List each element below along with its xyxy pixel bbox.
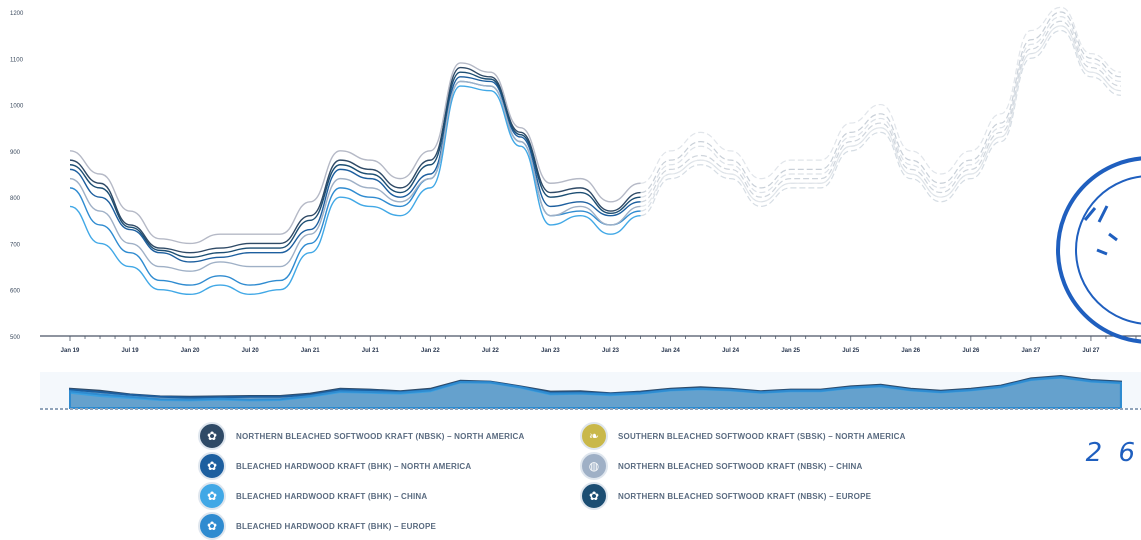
range-navigator[interactable]: [40, 372, 1141, 410]
stamp-handwriting: 2 6: [1085, 438, 1139, 468]
stamp-marks: [1083, 205, 1118, 256]
legend-label: NORTHERN BLEACHED SOFTWOOD KRAFT (NBSK) …: [236, 431, 525, 441]
leaf-icon: ❧: [580, 422, 608, 450]
series-forecast-line: [640, 6, 1122, 184]
tree-icon: ✿: [198, 482, 226, 510]
x-tick-label: Jul 26: [962, 348, 980, 354]
y-tick-label: 500: [10, 335, 21, 341]
tree-icon: ✿: [198, 512, 226, 540]
x-tick-label: Jan 25: [781, 348, 800, 354]
navigator-series: [69, 376, 1122, 409]
series-forecast-line: [640, 16, 1122, 198]
plot-area: [69, 6, 1122, 296]
x-tick-label: Jul 24: [722, 348, 740, 354]
x-tick-label: Jul 23: [602, 348, 620, 354]
globe-icon: ◍: [580, 452, 608, 480]
series-forecast-line: [640, 29, 1122, 217]
tree-icon: ✿: [198, 422, 226, 450]
x-axis: Jan 19 Jul 19 Jan 20 Jul 20 Jan 21 Jul 21 Jan …: [40, 335, 1141, 354]
y-tick-label: 1000: [10, 104, 24, 110]
legend-label: BLEACHED HARDWOOD KRAFT (BHK) – NORTH AM…: [236, 461, 472, 471]
stamp-inner-ring: [1075, 175, 1141, 325]
legend-label: NORTHERN BLEACHED SOFTWOOD KRAFT (NBSK) …: [618, 491, 872, 501]
y-tick-label: 800: [10, 196, 21, 202]
stamp-outer-ring: [1056, 156, 1141, 344]
tree-icon: ✿: [580, 482, 608, 510]
series-line: [69, 80, 641, 272]
legend-item-nbsk-china[interactable]: ◍ NORTHERN BLEACHED SOFTWOOD KRAFT (NBSK…: [580, 452, 863, 480]
tree-icon: ✿: [198, 452, 226, 480]
y-tick-label: 600: [10, 289, 21, 295]
x-tick-label: Jan 21: [301, 348, 320, 354]
series-forecast-line: [640, 11, 1122, 194]
x-tick-label: Jul 25: [842, 348, 860, 354]
legend-item-bhk-north-america[interactable]: ✿ BLEACHED HARDWOOD KRAFT (BHK) – NORTH …: [198, 452, 471, 480]
legend-label: BLEACHED HARDWOOD KRAFT (BHK) – CHINA: [236, 491, 428, 501]
seal-stamp: [1056, 156, 1141, 344]
x-tick-label: Jan 24: [661, 348, 680, 354]
legend-item-bhk-europe[interactable]: ✿ BLEACHED HARDWOOD KRAFT (BHK) – EUROPE: [198, 512, 436, 540]
y-tick-label: 900: [10, 150, 21, 156]
series-forecast-line: [640, 25, 1122, 207]
series-line: [69, 66, 641, 254]
x-tick-label: Jul 22: [482, 348, 500, 354]
x-tick-label: Jan 20: [181, 348, 200, 354]
y-tick-label: 1100: [10, 57, 24, 63]
legend-item-bhk-china[interactable]: ✿ BLEACHED HARDWOOD KRAFT (BHK) – CHINA: [198, 482, 427, 510]
legend-label: BLEACHED HARDWOOD KRAFT (BHK) – EUROPE: [236, 521, 437, 531]
legend-item-nbsk-europe[interactable]: ✿ NORTHERN BLEACHED SOFTWOOD KRAFT (NBSK…: [580, 482, 871, 510]
y-tick-label: 1200: [10, 11, 24, 17]
legend-label: SOUTHERN BLEACHED SOFTWOOD KRAFT (SBSK) …: [618, 431, 906, 441]
x-tick-label: Jan 23: [541, 348, 560, 354]
series-line: [69, 71, 641, 259]
legend-item-sbsk-north-america[interactable]: ❧ SOUTHERN BLEACHED SOFTWOOD KRAFT (SBSK…: [580, 422, 906, 450]
y-axis-ticks: 500 600 700 800 900 1000 1100 1200: [10, 11, 24, 341]
x-tick-label: Jul 21: [362, 348, 380, 354]
x-tick-label: Jan 22: [421, 348, 440, 354]
x-tick-label: Jul 20: [242, 348, 260, 354]
x-tick-label: Jul 27: [1082, 348, 1100, 354]
series-line: [69, 85, 641, 296]
series-line: [69, 62, 641, 245]
x-tick-label: Jan 19: [61, 348, 80, 354]
legend-label: NORTHERN BLEACHED SOFTWOOD KRAFT (NBSK) …: [618, 461, 863, 471]
series-line: [69, 76, 641, 263]
x-tick-label: Jan 26: [901, 348, 920, 354]
series-forecast-line: [640, 20, 1122, 203]
x-tick-label: Jan 27: [1022, 348, 1041, 354]
x-tick-label: Jul 19: [122, 348, 140, 354]
y-tick-label: 700: [10, 242, 21, 248]
legend-item-nbsk-north-america[interactable]: ✿ NORTHERN BLEACHED SOFTWOOD KRAFT (NBSK…: [198, 422, 524, 450]
